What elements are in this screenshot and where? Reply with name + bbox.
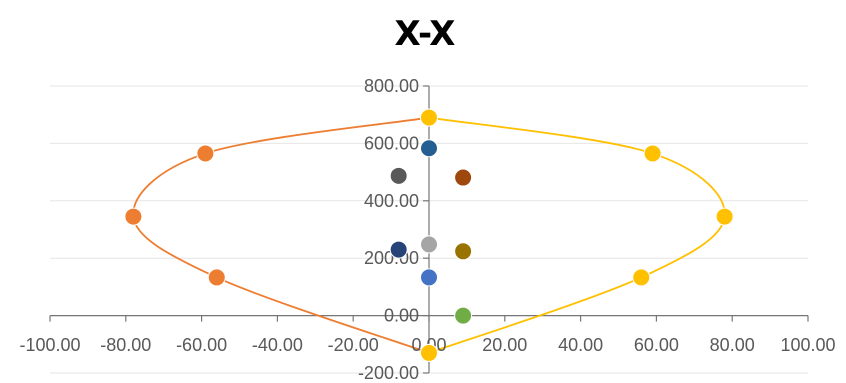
data-point-s0-p3 xyxy=(207,268,226,287)
x-tick-label: -20.00 xyxy=(328,335,379,355)
axes xyxy=(49,85,809,374)
y-tick-label: 800.00 xyxy=(364,76,419,96)
data-point-s7-p0 xyxy=(454,242,473,261)
data-point-s6-p0 xyxy=(389,240,408,259)
x-tick-labels: -100.00-80.00-60.00-40.00-20.000.0020.00… xyxy=(19,335,835,355)
data-point-s1-p0 xyxy=(420,108,438,127)
x-tick-label: -80.00 xyxy=(100,335,151,355)
data-point-s1-p3 xyxy=(632,268,651,287)
data-point-s2-p0 xyxy=(420,139,438,158)
chart-title: X-X xyxy=(395,14,456,54)
x-tick-label: 20.00 xyxy=(482,335,527,355)
data-point-s8-p0 xyxy=(420,268,438,287)
data-point-s4-p0 xyxy=(454,168,473,187)
data-point-s3-p0 xyxy=(389,166,408,185)
y-tick-label: -200.00 xyxy=(358,363,419,383)
data-point-s1-p1 xyxy=(643,144,662,163)
y-tick-label: 600.00 xyxy=(364,133,419,153)
data-point-s0-p1 xyxy=(196,144,215,163)
y-tick-label: 400.00 xyxy=(364,191,419,211)
data-point-s1-p2 xyxy=(715,207,734,226)
data-point-s1-p4 xyxy=(420,343,438,362)
y-tick-label: 0.00 xyxy=(384,306,419,326)
data-points xyxy=(124,108,734,362)
x-tick-label: -40.00 xyxy=(252,335,303,355)
data-point-s0-p2 xyxy=(124,207,143,226)
x-tick-label: 100.00 xyxy=(780,335,835,355)
x-tick-label: -60.00 xyxy=(176,335,227,355)
x-tick-label: 60.00 xyxy=(634,335,679,355)
x-tick-label: 80.00 xyxy=(710,335,755,355)
data-point-s9-p0 xyxy=(454,306,473,325)
x-tick-label: -100.00 xyxy=(19,335,80,355)
x-tick-label: 40.00 xyxy=(558,335,603,355)
series-line-1 xyxy=(428,116,726,354)
data-point-s5-p0 xyxy=(420,235,438,254)
